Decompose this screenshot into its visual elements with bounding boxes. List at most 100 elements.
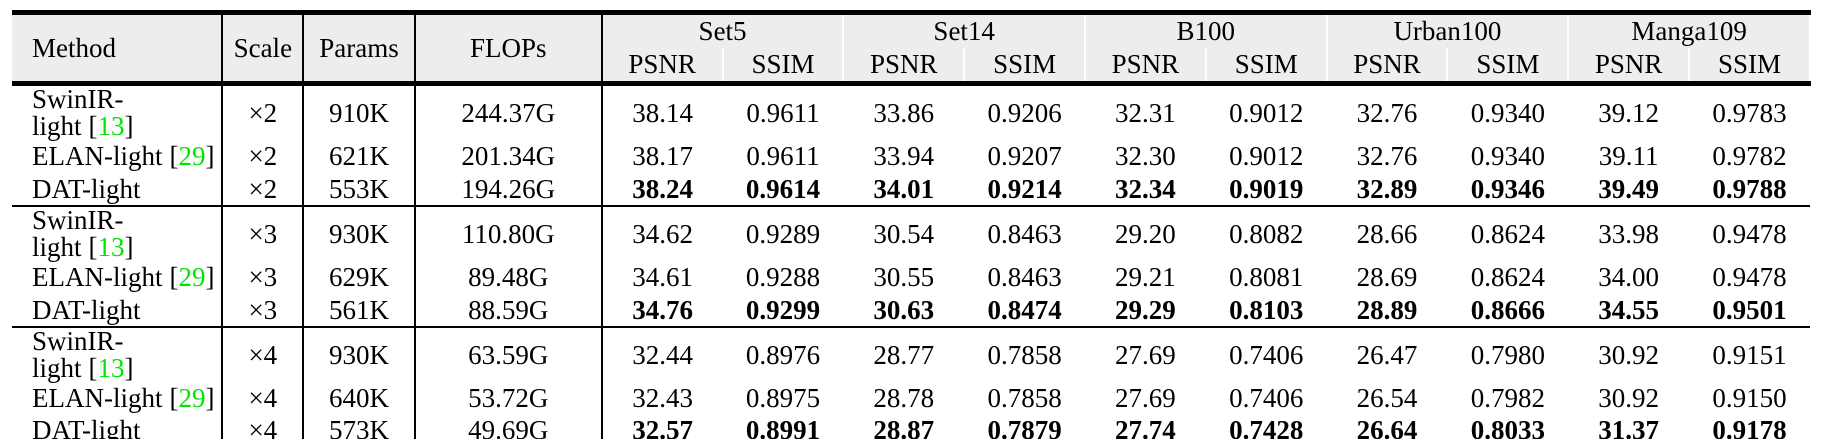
b100-ssim-value: 0.7406: [1229, 383, 1304, 413]
flops-cell: 244.37G: [414, 83, 603, 140]
citation-number: 29: [178, 262, 206, 292]
column-header-method: Method: [12, 12, 224, 84]
results-table-wrapper: Method Scale Params FLOPs Set5 Set14 B10…: [12, 10, 1811, 439]
column-header-psnr: PSNR: [842, 48, 966, 84]
b100-psnr-value: 27.74: [1115, 414, 1176, 439]
method-cell: ELAN-light [29]: [12, 140, 224, 173]
scale-cell: ×4: [222, 382, 305, 415]
method-cell: DAT-light: [12, 415, 224, 439]
table-row: SwinIR-light [13] ×2 910K 244.37G 38.14 0…: [12, 83, 1810, 141]
b100-psnr-value: 29.21: [1115, 262, 1176, 292]
set14-ssim-value: 0.9207: [987, 141, 1062, 171]
set5-psnr-value: 32.57: [632, 414, 694, 439]
b100-psnr-value: 32.34: [1115, 173, 1176, 204]
table-row: DAT-light ×2 553K 194.26G 38.24 0.9614 3…: [12, 173, 1810, 206]
set14-ssim-value: 0.7879: [987, 414, 1062, 439]
method-name: ELAN-light: [32, 141, 163, 171]
params-cell: 553K: [303, 173, 416, 206]
column-header-ssim: SSIM: [1204, 48, 1328, 84]
urban100-ssim-value: 0.9340: [1470, 97, 1545, 128]
header-row-metrics: PSNR SSIM PSNR SSIM PSNR SSIM PSNR SSIM …: [12, 48, 1811, 84]
table-header: Method Scale Params FLOPs Set5 Set14 B10…: [12, 12, 1811, 84]
header-row-datasets: Method Scale Params FLOPs Set5 Set14 B10…: [12, 12, 1811, 84]
method-cell: SwinIR-light [13]: [12, 205, 224, 262]
params-cell: 910K: [303, 83, 416, 140]
column-header-ssim: SSIM: [721, 48, 845, 84]
set5-psnr-value: 38.17: [632, 141, 694, 171]
b100-ssim-value: 0.8082: [1229, 218, 1304, 249]
method-name: SwinIR-light: [32, 84, 124, 141]
manga109-ssim-value: 0.9151: [1712, 339, 1787, 370]
manga109-ssim-value: 0.9788: [1712, 173, 1787, 204]
set14-ssim-value: 0.9214: [987, 173, 1062, 204]
column-header-psnr: PSNR: [1567, 48, 1691, 84]
urban100-ssim-value: 0.7980: [1470, 339, 1545, 370]
citation-bracket-open: [: [169, 262, 179, 292]
urban100-ssim-value: 0.8624: [1470, 218, 1545, 249]
flops-cell: 194.26G: [414, 173, 603, 206]
manga109-psnr-value: 30.92: [1598, 339, 1660, 370]
dataset-header-b100: B100: [1084, 12, 1328, 48]
column-header-psnr: PSNR: [1084, 48, 1207, 84]
column-header-flops: FLOPs: [414, 12, 603, 84]
set14-psnr-value: 30.54: [873, 218, 935, 249]
scale-group-2: SwinIR-light [13] ×4 930K 63.59G 32.44 0.…: [12, 327, 1810, 439]
urban100-psnr-value: 28.69: [1356, 262, 1418, 292]
method-cell: SwinIR-light [13]: [12, 83, 224, 141]
set5-ssim-value: 0.8976: [745, 339, 821, 370]
b100-ssim-value: 0.8103: [1229, 294, 1304, 325]
scale-cell: ×2: [222, 173, 305, 206]
params-cell: 621K: [303, 140, 416, 173]
citation-bracket-close: ]: [124, 111, 134, 141]
manga109-psnr-value: 30.92: [1598, 383, 1660, 413]
scale-group-0: SwinIR-light [13] ×2 910K 244.37G 38.14 0…: [12, 83, 1810, 206]
urban100-ssim-value: 0.8624: [1470, 262, 1545, 292]
table-row: DAT-light ×3 561K 88.59G 34.76 0.9299 30…: [12, 294, 1810, 327]
params-cell: 629K: [303, 261, 416, 294]
method-cell: DAT-light: [12, 294, 224, 327]
method-name: ELAN-light: [32, 383, 163, 413]
method-cell: ELAN-light [29]: [12, 261, 224, 294]
set14-psnr-value: 34.01: [873, 173, 935, 204]
scale-group-1: SwinIR-light [13] ×3 930K 110.80G 34.62 0…: [12, 206, 1810, 327]
set14-ssim-value: 0.8463: [987, 262, 1062, 292]
urban100-ssim-value: 0.9340: [1470, 141, 1545, 171]
flops-cell: 49.69G: [414, 415, 603, 439]
manga109-ssim-value: 0.9782: [1712, 141, 1787, 171]
method-name: SwinIR-light: [32, 205, 124, 262]
citation-bracket-open: [: [88, 353, 98, 383]
urban100-psnr-value: 26.54: [1356, 383, 1418, 413]
set14-ssim-value: 0.9206: [987, 97, 1062, 128]
method-name: ELAN-light: [32, 262, 163, 292]
set14-ssim-value: 0.7858: [987, 339, 1062, 370]
set5-psnr-value: 34.62: [632, 218, 694, 249]
citation-bracket-open: [: [169, 383, 179, 413]
set5-psnr-value: 38.14: [632, 97, 694, 128]
citation-bracket-close: ]: [124, 353, 134, 383]
set5-psnr-value: 34.76: [632, 294, 694, 325]
urban100-psnr-value: 32.89: [1356, 173, 1418, 204]
set14-psnr-value: 28.77: [873, 339, 935, 370]
urban100-psnr-value: 32.76: [1356, 141, 1418, 171]
scale-cell: ×3: [222, 206, 305, 261]
manga109-psnr-value: 33.98: [1598, 218, 1660, 249]
flops-cell: 88.59G: [414, 294, 603, 327]
set5-ssim-value: 0.9611: [746, 97, 820, 128]
set5-psnr-value: 38.24: [632, 173, 694, 204]
urban100-ssim-value: 0.9346: [1470, 173, 1545, 204]
set5-psnr-value: 32.44: [632, 339, 694, 370]
scale-cell: ×3: [222, 294, 305, 327]
manga109-ssim-value: 0.9501: [1712, 294, 1787, 325]
method-cell: DAT-light: [12, 173, 224, 206]
urban100-psnr-value: 26.47: [1356, 339, 1418, 370]
scale-cell: ×4: [222, 327, 305, 382]
set14-psnr-value: 28.78: [873, 383, 935, 413]
dataset-header-manga109: Manga109: [1567, 12, 1811, 48]
flops-cell: 53.72G: [414, 382, 603, 415]
manga109-ssim-value: 0.9178: [1712, 414, 1787, 439]
citation-number: 29: [178, 383, 206, 413]
scale-cell: ×4: [222, 415, 305, 439]
citation-number: 13: [97, 232, 125, 262]
b100-ssim-value: 0.9012: [1229, 97, 1304, 128]
b100-psnr-value: 32.31: [1115, 97, 1176, 128]
